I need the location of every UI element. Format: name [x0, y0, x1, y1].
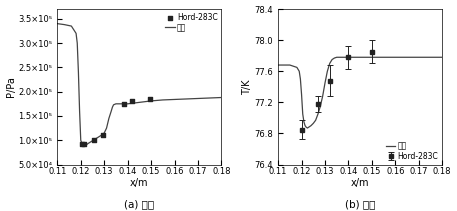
模拟	[332, 57, 337, 59]
模拟	[113, 103, 119, 105]
模拟	[74, 42, 80, 44]
模拟	[104, 127, 109, 129]
Legend: Hord-283C, 模拟: Hord-283C, 模拟	[164, 11, 219, 34]
Line: 模拟: 模拟	[278, 57, 442, 128]
模拟	[92, 138, 97, 141]
模拟	[81, 144, 87, 146]
模拟	[334, 56, 340, 58]
模拟	[137, 101, 142, 104]
模拟	[305, 127, 310, 129]
模拟	[300, 113, 305, 115]
模拟	[77, 110, 82, 112]
模拟	[308, 124, 314, 127]
模拟	[85, 142, 90, 145]
模拟	[324, 70, 330, 73]
模拟	[416, 56, 421, 58]
模拟	[369, 56, 375, 58]
模拟	[381, 56, 386, 58]
Hord-283C	[99, 134, 106, 137]
Text: (a) 压力: (a) 压力	[124, 199, 154, 209]
模拟	[322, 82, 328, 84]
模拟	[297, 70, 302, 73]
模拟	[313, 119, 319, 122]
Hord-283C	[78, 142, 85, 145]
模拟	[207, 97, 213, 99]
模拟	[101, 132, 107, 134]
模拟	[62, 23, 67, 26]
Y-axis label: T/K: T/K	[242, 79, 252, 95]
Hord-283C	[129, 100, 136, 103]
模拟	[69, 25, 74, 27]
模拟	[287, 64, 292, 66]
Text: (b) 温度: (b) 温度	[345, 199, 375, 209]
模拟	[76, 71, 81, 73]
模拟	[393, 56, 398, 58]
模拟	[78, 139, 84, 142]
Legend: 模拟, Hord-283C: 模拟, Hord-283C	[385, 140, 440, 162]
Line: 模拟: 模拟	[57, 24, 221, 145]
模拟	[84, 143, 90, 146]
模拟	[440, 56, 445, 58]
模拟	[95, 137, 100, 139]
模拟	[73, 32, 79, 35]
模拟	[303, 124, 308, 127]
模拟	[160, 99, 165, 101]
模拟	[90, 139, 95, 142]
模拟	[315, 113, 321, 115]
模拟	[149, 100, 154, 102]
模拟	[87, 141, 93, 143]
Hord-283C	[90, 139, 97, 142]
Y-axis label: P/Pa: P/Pa	[5, 76, 16, 97]
模拟	[195, 97, 201, 100]
Hord-283C	[121, 102, 128, 106]
模拟	[111, 104, 117, 106]
模拟	[54, 22, 60, 25]
模拟	[428, 56, 433, 58]
模拟	[345, 56, 351, 58]
模拟	[106, 117, 112, 120]
模拟	[318, 105, 323, 108]
模拟	[357, 56, 363, 58]
模拟	[327, 62, 332, 65]
模拟	[183, 98, 189, 100]
模拟	[294, 66, 300, 69]
模拟	[125, 103, 130, 105]
模拟	[320, 95, 325, 97]
模拟	[218, 96, 224, 99]
Hord-283C	[146, 97, 154, 101]
模拟	[108, 110, 114, 112]
Hord-283C	[80, 142, 88, 145]
模拟	[110, 106, 115, 108]
模拟	[298, 78, 303, 80]
X-axis label: x/m: x/m	[130, 178, 149, 188]
模拟	[276, 64, 281, 66]
模拟	[329, 58, 335, 61]
模拟	[79, 142, 85, 145]
模拟	[172, 98, 177, 101]
模拟	[97, 135, 102, 138]
模拟	[311, 122, 316, 125]
模拟	[303, 126, 309, 128]
X-axis label: x/m: x/m	[351, 178, 369, 188]
模拟	[99, 134, 105, 136]
模拟	[80, 143, 86, 146]
模拟	[306, 126, 311, 128]
模拟	[83, 144, 88, 146]
模拟	[299, 93, 304, 96]
模拟	[404, 56, 410, 58]
模拟	[301, 120, 307, 123]
